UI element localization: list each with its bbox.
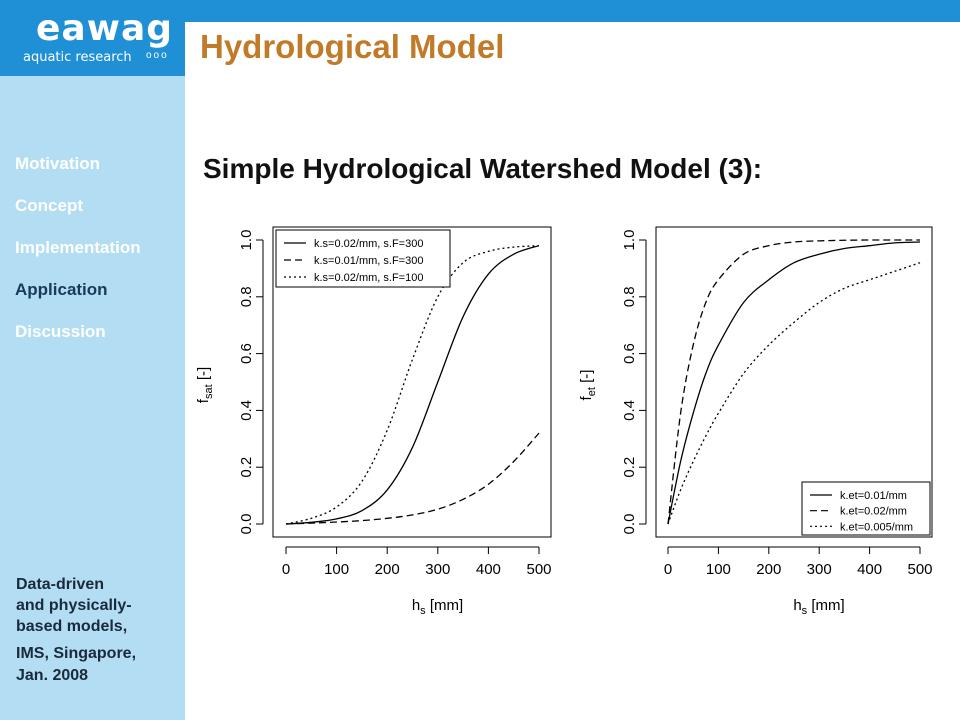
plot-frame (272, 226, 552, 538)
y-tick-label: 0.6 (238, 343, 255, 364)
x-tick-label: 100 (324, 561, 349, 578)
logo-wordmark: eawag (36, 8, 174, 49)
series-line-3 (667, 262, 921, 525)
legend-entry: k.et=0.005/mm (840, 521, 913, 533)
eawag-logo: eawag aquatic research ooo (0, 0, 185, 76)
x-axis-label: hs [mm] (412, 597, 463, 617)
footer-line-1: Data-driven (16, 576, 105, 593)
x-tick-label: 500 (526, 561, 551, 578)
series-line-1 (667, 241, 921, 525)
y-tick-label: 1.0 (238, 230, 255, 251)
x-tick-label: 0 (664, 561, 672, 578)
x-tick-label: 200 (756, 561, 781, 578)
y-tick-label: 0.4 (621, 400, 638, 421)
page-title: Hydrological Model (200, 28, 505, 65)
nav-item-discussion[interactable]: Discussion (15, 322, 106, 341)
plot-frame (655, 226, 933, 538)
legend-entry: k.s=0.02/mm, s.F=300 (314, 238, 423, 250)
chart-2: 0 100 200 300 400 500 0.0 0.2 0.4 0.6 0.8 1.0 hs [mm… (578, 226, 933, 617)
x-tick-label: 0 (282, 561, 290, 578)
y-tick-label: 0.8 (621, 286, 638, 307)
x-axis-label: hs [mm] (793, 597, 844, 617)
legend-entry: k.s=0.01/mm, s.F=300 (314, 255, 423, 267)
series-line-1 (285, 245, 540, 525)
x-tick-label: 400 (476, 561, 501, 578)
x-tick-label: 300 (425, 561, 450, 578)
footer-line-3: based models, (16, 618, 128, 635)
footer-line-4: IMS, Singapore, (16, 645, 137, 662)
top-bar (185, 0, 960, 22)
y-tick-label: 0.2 (238, 457, 255, 478)
y-tick-label: 0.2 (621, 457, 638, 478)
slide-subtitle: Simple Hydrological Watershed Model (3): (203, 153, 763, 184)
y-tick-label: 0.8 (238, 286, 255, 307)
legend-entry: k.et=0.01/mm (840, 490, 907, 502)
x-tick-label: 100 (706, 561, 731, 578)
x-tick-label: 500 (907, 561, 932, 578)
x-tick-label: 400 (857, 561, 882, 578)
sidebar: Motivation Concept Implementation Applic… (0, 76, 185, 720)
logo-tagline: aquatic research (23, 50, 132, 65)
logo-dots: ooo (146, 50, 169, 61)
y-axis-label: fsat [-] (195, 367, 215, 403)
y-tick-label: 0.0 (621, 514, 638, 535)
x-tick-label: 300 (807, 561, 832, 578)
footer-line-2: and physically- (16, 597, 132, 614)
series-line-3 (285, 245, 540, 525)
nav-item-application[interactable]: Application (15, 280, 108, 299)
nav-item-implementation[interactable]: Implementation (15, 238, 141, 257)
y-tick-label: 1.0 (621, 230, 638, 251)
nav-item-concept[interactable]: Concept (15, 196, 83, 215)
legend-entry: k.et=0.02/mm (840, 506, 907, 518)
legend: k.et=0.01/mm k.et=0.02/mm k.et=0.005/mm (801, 481, 931, 536)
series-line-2 (285, 432, 540, 525)
y-tick-label: 0.0 (238, 514, 255, 535)
legend: k.s=0.02/mm, s.F=300 k.s=0.01/mm, s.F=300… (275, 229, 451, 288)
legend-box (801, 481, 931, 536)
x-tick-label: 200 (375, 561, 400, 578)
footer-line-5: Jan. 2008 (16, 667, 89, 684)
nav-item-motivation[interactable]: Motivation (15, 154, 100, 173)
chart-1: 0 100 200 300 400 500 0.0 0.2 0.4 0.6 0.8 1.0 hs [mm… (195, 226, 552, 617)
series-line-2 (667, 239, 920, 525)
y-tick-label: 0.6 (621, 343, 638, 364)
legend-entry: k.s=0.02/mm, s.F=100 (314, 272, 423, 284)
y-axis-label: fet [-] (578, 370, 598, 401)
y-tick-label: 0.4 (238, 400, 255, 421)
